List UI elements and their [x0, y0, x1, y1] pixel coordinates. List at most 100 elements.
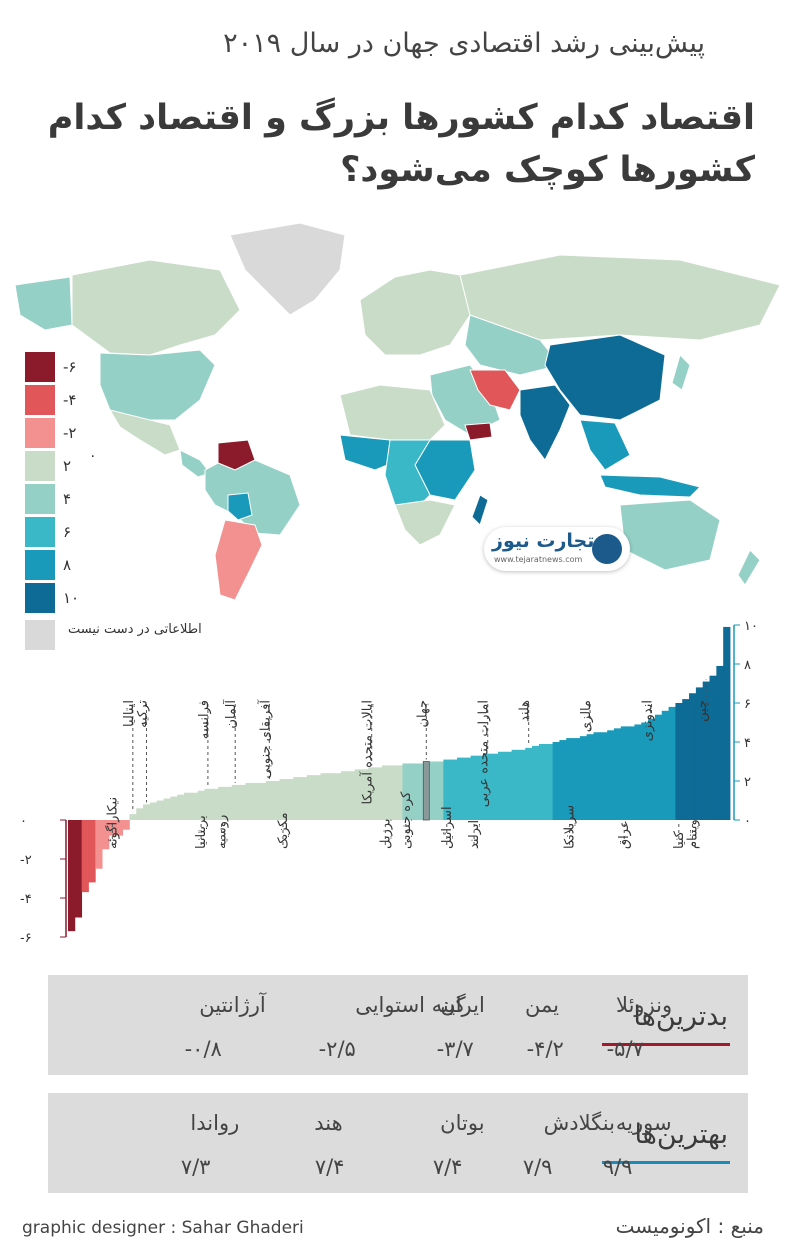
best-country-value: ۹/۹ — [602, 1155, 633, 1179]
worst-heading-underline — [602, 1043, 730, 1046]
map-japan — [671, 354, 691, 391]
chart-bar — [320, 773, 328, 820]
annotation-label: فرانسه — [197, 700, 212, 739]
chart-bar — [231, 784, 240, 820]
chart-bar — [334, 773, 342, 820]
chart-bar — [613, 728, 622, 820]
best-heading-underline — [602, 1161, 730, 1164]
chart-bar — [102, 820, 110, 850]
legend-label: ۴ — [63, 490, 72, 508]
map-china — [544, 334, 666, 421]
worst-country-name: ایران — [440, 993, 485, 1017]
chart-bar — [470, 755, 478, 820]
chart-bar — [156, 800, 164, 820]
chart-bar — [668, 706, 676, 820]
chart-bar — [566, 738, 574, 820]
worst-heading: بدترین‌ها — [633, 1001, 728, 1032]
legend-swatch — [25, 583, 55, 613]
logo: تجارت نیوز www.tejaratnews.com — [484, 527, 630, 571]
chart-bar — [641, 722, 649, 820]
best-country-value: ۷/۳ — [180, 1155, 211, 1179]
annotation-label: جهان — [415, 700, 430, 728]
chart-bar — [143, 804, 151, 820]
chart-bar — [654, 714, 663, 820]
map-bolivia — [227, 492, 253, 521]
logo-arrow-icon — [592, 534, 622, 564]
chart-bar — [361, 769, 369, 820]
annotation-label: سریلانکا — [563, 805, 578, 849]
annotation-label: امارات متحده عربی — [477, 700, 492, 807]
legend-swatch-na — [25, 620, 55, 650]
chart-bar — [648, 718, 656, 820]
chart-bar — [402, 763, 410, 820]
worst-country-value: -۲/۵ — [318, 1037, 356, 1061]
annotation-label: ایالات متحده آمریکا — [359, 700, 376, 805]
chart-bar — [108, 820, 117, 836]
legend-label: ۸ — [63, 556, 72, 574]
chart-bar — [607, 730, 615, 820]
chart-bar — [579, 736, 588, 820]
annotation-label: ایتالیا — [122, 700, 137, 727]
legend-label: -۶ — [63, 358, 77, 376]
map-indonesia — [599, 474, 701, 498]
right-tick-label: ۱۰ — [744, 619, 758, 634]
worst-country-name: یمن — [524, 993, 559, 1017]
chart-bar — [327, 773, 335, 820]
best-country-value: ۷/۴ — [314, 1155, 345, 1179]
chart-bar — [375, 767, 383, 820]
chart-bar — [593, 732, 601, 820]
worst-table: بدترین‌ها ونزوئلا -۵/۷ یمن -۴/۲ ایران -۳/۷ گین… — [48, 975, 748, 1075]
chart-bar — [552, 742, 560, 820]
chart-bar — [211, 788, 219, 820]
worst-country-value: -۰/۸ — [184, 1037, 222, 1061]
chart-bar — [450, 759, 458, 820]
annotation-label: هلند — [518, 700, 533, 722]
best-heading: بهترین‌ها — [634, 1119, 728, 1150]
annotation-label: کنیا — [672, 830, 687, 849]
right-tick-label: ۴ — [744, 736, 751, 751]
worst-country-name: آرژانتین — [199, 993, 266, 1017]
best-country-value: ۷/۴ — [432, 1155, 463, 1179]
chart-bar — [634, 724, 642, 820]
legend-na-label: اطلاعاتی در دست نیست — [68, 622, 202, 637]
best-country-value: ۷/۹ — [522, 1155, 553, 1179]
chart-bar — [538, 743, 547, 820]
chart-bar — [293, 777, 301, 820]
chart-bar — [279, 779, 287, 820]
chart-bar — [354, 769, 362, 820]
chart-bar — [122, 820, 130, 830]
legend-label: -۴ — [63, 391, 77, 409]
annotation-label: بریتانیا — [194, 815, 209, 849]
chart-bar — [163, 798, 171, 820]
right-tick-label: ۶ — [744, 697, 751, 712]
chart-bar — [497, 751, 506, 820]
chart-bar-world — [422, 761, 430, 821]
map-europe — [359, 269, 471, 356]
chart-bar — [272, 781, 280, 820]
map-argentina — [214, 519, 263, 601]
annotation-label: اسرائیل — [440, 806, 455, 849]
chart-bar — [429, 761, 437, 820]
chart-bar — [245, 782, 253, 820]
chart-bar — [709, 675, 717, 820]
world-map — [14, 222, 781, 601]
worst-country-value: -۴/۲ — [526, 1037, 564, 1061]
annotation-label: آفریقای جنوبی — [256, 699, 273, 779]
chart-bar — [620, 726, 629, 820]
legend-swatch — [25, 484, 55, 514]
annotation-label: برزیل — [378, 818, 393, 849]
annotation-label: عراق — [617, 820, 632, 849]
best-country-name: هند — [314, 1111, 343, 1135]
annotation-label: ویتنام — [685, 819, 700, 849]
map-usa — [99, 349, 216, 421]
annotation-label: ایرلند — [467, 820, 482, 849]
chart-bar — [368, 767, 376, 820]
left-tick-label: -۲ — [20, 853, 32, 868]
map-yemen — [464, 422, 493, 441]
chart-bar — [661, 710, 669, 820]
designer-credit: graphic designer : Sahar Ghaderi — [22, 1218, 304, 1238]
worst-country-value: -۵/۷ — [606, 1037, 644, 1061]
chart-bar — [149, 802, 158, 820]
chart-bar — [504, 751, 512, 820]
